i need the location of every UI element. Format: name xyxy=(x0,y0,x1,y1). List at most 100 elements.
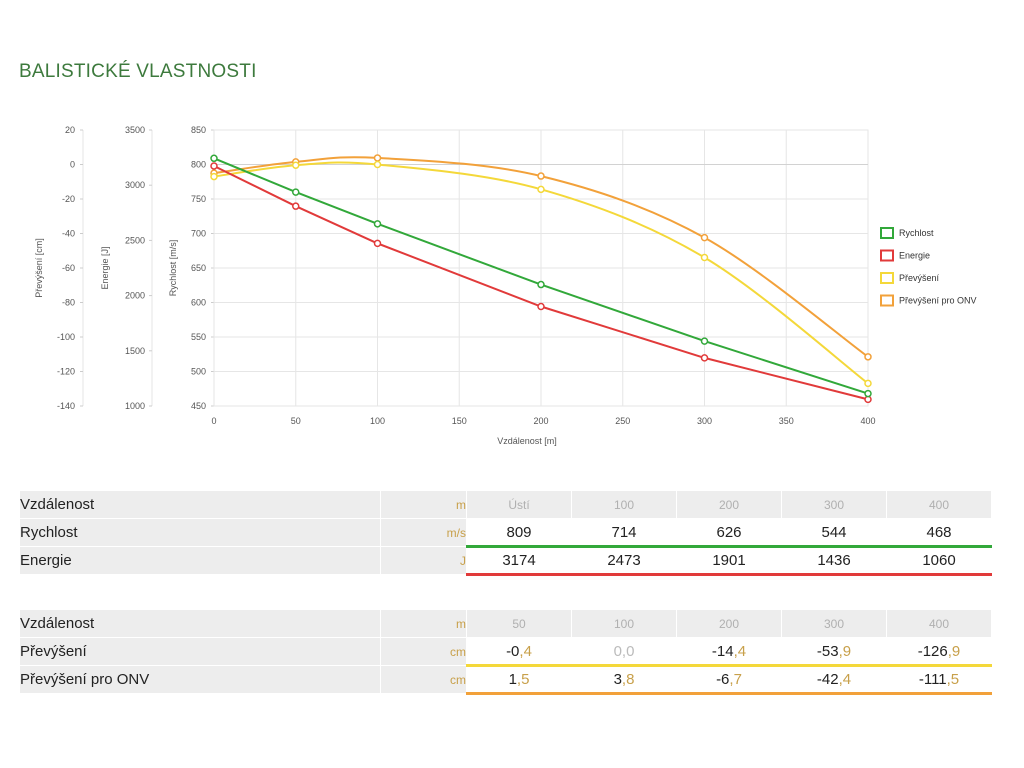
data-point-prevyseni xyxy=(210,172,218,181)
x-tick-label: 50 xyxy=(291,416,301,426)
row-label: Energie xyxy=(19,546,381,575)
value-cell: 3174 xyxy=(466,546,572,576)
table-row: Energie J 3174 2473 1901 1436 1060 xyxy=(19,546,992,576)
legend-label: Energie xyxy=(899,251,930,261)
value-fraction: ,9 xyxy=(947,642,961,660)
row-label: Vzdálenost xyxy=(19,609,381,638)
value-cell: 714 xyxy=(571,518,677,548)
value-fraction: ,4 xyxy=(519,642,532,660)
value-integer: 1 xyxy=(508,671,517,688)
value-integer: -53 xyxy=(816,642,839,660)
row-label: Převýšení pro ONV xyxy=(19,665,381,694)
legend-label: Rychlost xyxy=(899,228,934,238)
data-point-rychlost xyxy=(373,220,382,228)
value-integer: 626 xyxy=(716,523,742,541)
rychlost-tick-label: 500 xyxy=(191,367,206,377)
data-point-rychlost xyxy=(210,154,218,163)
data-point-prevyseni xyxy=(373,160,382,169)
rychlost-tick-label: 450 xyxy=(191,401,206,411)
value-integer: 0 xyxy=(613,642,622,660)
rychlost-tick-label: 800 xyxy=(191,160,206,170)
prevyseni-tick-label: 0 xyxy=(70,160,75,170)
value-fraction: ,4 xyxy=(838,671,852,688)
value-cell: 1901 xyxy=(676,546,782,576)
value-cell: -6,7 xyxy=(676,665,782,695)
trajectory-table: Vzdálenost m 50 100 200 300 400 Převýšení cm -0,4… xyxy=(19,609,992,695)
value-cell: -0,4 xyxy=(466,637,572,667)
distance-header-cell: 300 xyxy=(781,609,887,638)
prevyseni-tick-label: -40 xyxy=(62,229,75,239)
rychlost-tick-label: 750 xyxy=(191,194,206,204)
value-cell: 809 xyxy=(466,518,572,548)
value-cell: -42,4 xyxy=(781,665,887,695)
data-point-prevyseni-pro-onv xyxy=(537,172,545,180)
x-tick-label: 300 xyxy=(697,416,712,426)
value-integer: 1901 xyxy=(712,552,746,569)
data-point-prevyseni xyxy=(864,379,872,388)
value-fraction: ,9 xyxy=(838,642,852,660)
value-integer: 809 xyxy=(506,523,532,541)
energie-tick-label: 3500 xyxy=(125,125,145,135)
distance-header-cell: 400 xyxy=(886,490,992,519)
rychlost-tick-label: 650 xyxy=(191,263,206,273)
data-point-prevyseni-pro-onv xyxy=(373,154,382,162)
series-line-rychlost xyxy=(213,157,869,395)
value-cell: 2473 xyxy=(571,546,677,576)
table-row: Rychlost m/s 809 714 626 544 468 xyxy=(19,518,992,548)
value-fraction: ,0 xyxy=(621,642,635,660)
data-point-prevyseni xyxy=(292,161,300,169)
value-cell: 626 xyxy=(676,518,782,548)
energie-tick-label: 2000 xyxy=(125,291,145,301)
value-integer: 3174 xyxy=(502,552,536,569)
data-point-prevyseni-pro-onv xyxy=(700,233,709,242)
table-header-row: Vzdálenost m Ústí 100 200 300 400 xyxy=(19,490,992,519)
energie-axis-label: Energie [J] xyxy=(100,246,110,289)
unit-label: m xyxy=(380,490,467,519)
value-integer: 468 xyxy=(926,523,952,541)
data-point-prevyseni-pro-onv xyxy=(864,353,872,361)
x-tick-label: 150 xyxy=(452,416,467,426)
value-cell: 544 xyxy=(781,518,887,548)
value-integer: 3 xyxy=(613,671,622,688)
value-cell: -14,4 xyxy=(676,637,782,667)
data-point-energie xyxy=(537,302,545,311)
distance-header-cell: 200 xyxy=(676,490,782,519)
data-point-rychlost xyxy=(864,389,872,398)
distance-header-cell: 300 xyxy=(781,490,887,519)
value-integer: -0 xyxy=(506,642,520,660)
prevyseni-tick-label: -60 xyxy=(62,263,75,273)
value-fraction: ,4 xyxy=(733,642,747,660)
data-point-prevyseni xyxy=(700,253,709,262)
legend-swatch xyxy=(880,272,894,284)
value-integer: -126 xyxy=(917,642,948,660)
x-tick-label: 100 xyxy=(370,416,385,426)
value-fraction: ,8 xyxy=(621,671,635,688)
unit-label: cm xyxy=(380,665,467,694)
prevyseni-tick-label: -140 xyxy=(57,401,75,411)
legend-label: Převýšení xyxy=(899,273,940,283)
distance-header-cell: 50 xyxy=(466,609,572,638)
rychlost-tick-label: 600 xyxy=(191,298,206,308)
value-integer: -6 xyxy=(716,671,730,688)
value-fraction: ,7 xyxy=(729,671,742,688)
value-cell: 3,8 xyxy=(571,665,677,695)
energie-tick-label: 1500 xyxy=(125,346,145,356)
prevyseni-tick-label: -80 xyxy=(62,298,75,308)
energie-tick-label: 1000 xyxy=(125,401,145,411)
table-row: Převýšení cm -0,4 0,0 -14,4 -53,9 -126,9 xyxy=(19,637,992,667)
value-cell: -111,5 xyxy=(886,665,992,695)
distance-header-cell: Ústí xyxy=(466,490,572,519)
rychlost-tick-label: 700 xyxy=(191,229,206,239)
data-point-rychlost xyxy=(700,337,709,345)
page-title: BALISTICKÉ VLASTNOSTI xyxy=(19,61,257,82)
value-cell: -126,9 xyxy=(886,637,992,667)
unit-label: cm xyxy=(380,637,467,666)
data-point-rychlost xyxy=(537,280,545,289)
x-tick-label: 350 xyxy=(779,416,794,426)
row-label: Rychlost xyxy=(19,518,381,547)
unit-label: m/s xyxy=(380,518,467,547)
value-cell: 0,0 xyxy=(571,637,677,667)
value-cell: 1,5 xyxy=(466,665,572,695)
legend-swatch xyxy=(880,227,894,239)
